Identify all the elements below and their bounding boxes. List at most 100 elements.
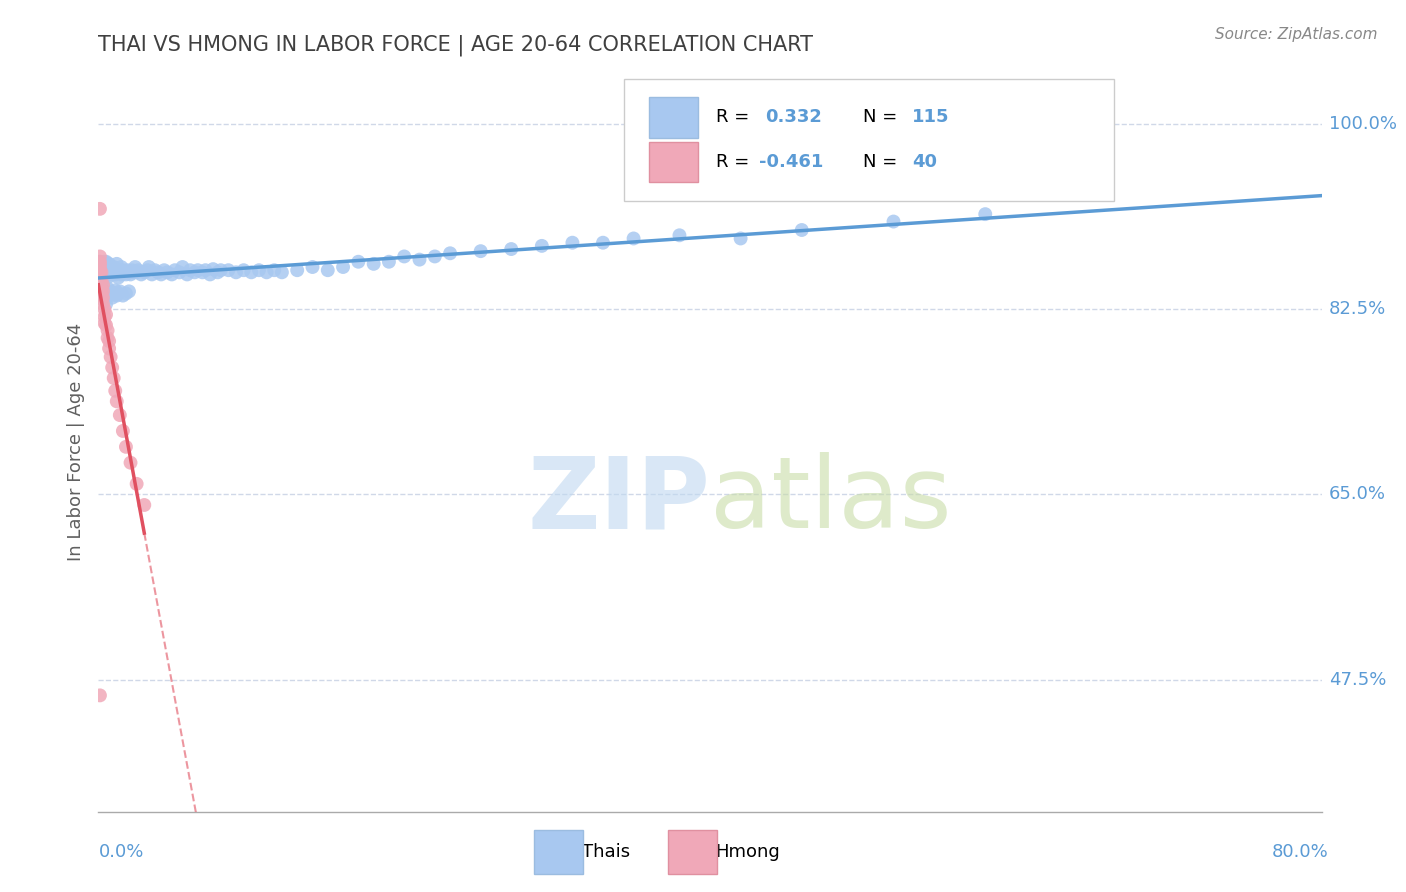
Point [134, 265, 156, 279]
Point [100, 285, 122, 299]
Text: Thais: Thais [582, 843, 630, 861]
Point [209, 263, 232, 277]
Point [194, 263, 217, 277]
Point [240, 265, 263, 279]
Point [160, 268, 183, 282]
Point [89, 254, 111, 268]
Point [125, 476, 148, 491]
Point [94, 263, 117, 277]
Point [101, 262, 124, 277]
Point [111, 263, 134, 277]
Point [98, 257, 121, 271]
Point [91, 260, 114, 274]
Point [501, 242, 523, 256]
Point [89, 254, 111, 268]
Point [176, 268, 198, 282]
Point [89, 269, 111, 284]
Point [118, 265, 141, 279]
Point [89, 270, 111, 285]
Point [127, 263, 149, 277]
Point [93, 316, 115, 330]
Point [623, 231, 645, 245]
Point [91, 268, 114, 282]
Point [107, 263, 129, 277]
Point [198, 268, 221, 282]
Point [138, 260, 160, 274]
Point [101, 360, 124, 375]
Point [125, 265, 148, 279]
FancyBboxPatch shape [624, 78, 1114, 201]
Point [285, 263, 308, 277]
Point [94, 318, 117, 333]
Point [91, 297, 114, 311]
Point [120, 268, 142, 282]
Text: atlas: atlas [710, 452, 952, 549]
Point [111, 424, 134, 438]
Point [89, 689, 111, 703]
Point [470, 244, 492, 259]
Point [103, 265, 125, 279]
Text: 80.0%: 80.0% [1272, 843, 1329, 861]
Point [141, 268, 163, 282]
Point [153, 263, 176, 277]
Point [247, 263, 270, 277]
Point [93, 302, 115, 317]
Point [97, 270, 120, 285]
Text: ZIP: ZIP [527, 452, 710, 549]
Point [105, 394, 128, 409]
Point [122, 265, 145, 279]
Point [98, 262, 121, 277]
Point [101, 291, 124, 305]
Point [93, 310, 115, 324]
Point [439, 246, 461, 260]
Point [97, 265, 120, 279]
Point [89, 268, 111, 282]
Point [120, 456, 142, 470]
Text: R =: R = [716, 108, 749, 127]
Point [91, 285, 114, 299]
Point [93, 269, 115, 284]
Point [93, 286, 115, 301]
Point [363, 257, 385, 271]
Point [134, 498, 156, 512]
Point [104, 283, 127, 297]
Point [91, 292, 114, 306]
Text: -0.461: -0.461 [759, 153, 824, 170]
Point [790, 223, 813, 237]
Point [97, 281, 120, 295]
Point [150, 268, 173, 282]
Point [89, 265, 111, 279]
Point [668, 228, 690, 243]
Point [347, 254, 370, 268]
Point [191, 265, 214, 279]
Point [146, 265, 169, 279]
Point [89, 274, 111, 288]
Point [115, 268, 138, 282]
Point [256, 265, 278, 279]
Point [112, 265, 135, 279]
Point [91, 270, 114, 285]
Point [90, 286, 112, 301]
Point [90, 265, 112, 279]
Point [89, 260, 111, 274]
Point [90, 281, 112, 295]
Text: R =: R = [716, 153, 749, 170]
Y-axis label: In Labor Force | Age 20-64: In Labor Force | Age 20-64 [66, 322, 84, 561]
Point [202, 262, 225, 277]
Point [98, 342, 121, 356]
Point [100, 350, 122, 364]
Point [974, 207, 997, 221]
Text: 115: 115 [912, 108, 949, 127]
Point [730, 231, 752, 245]
Text: 47.5%: 47.5% [1329, 671, 1386, 689]
Point [301, 260, 323, 274]
Point [225, 265, 247, 279]
Point [207, 265, 229, 279]
Point [561, 235, 583, 250]
Point [107, 286, 129, 301]
Text: THAI VS HMONG IN LABOR FORCE | AGE 20-64 CORRELATION CHART: THAI VS HMONG IN LABOR FORCE | AGE 20-64… [98, 35, 814, 56]
FancyBboxPatch shape [648, 97, 697, 138]
Point [103, 260, 125, 274]
Point [263, 263, 285, 277]
Point [105, 257, 128, 271]
